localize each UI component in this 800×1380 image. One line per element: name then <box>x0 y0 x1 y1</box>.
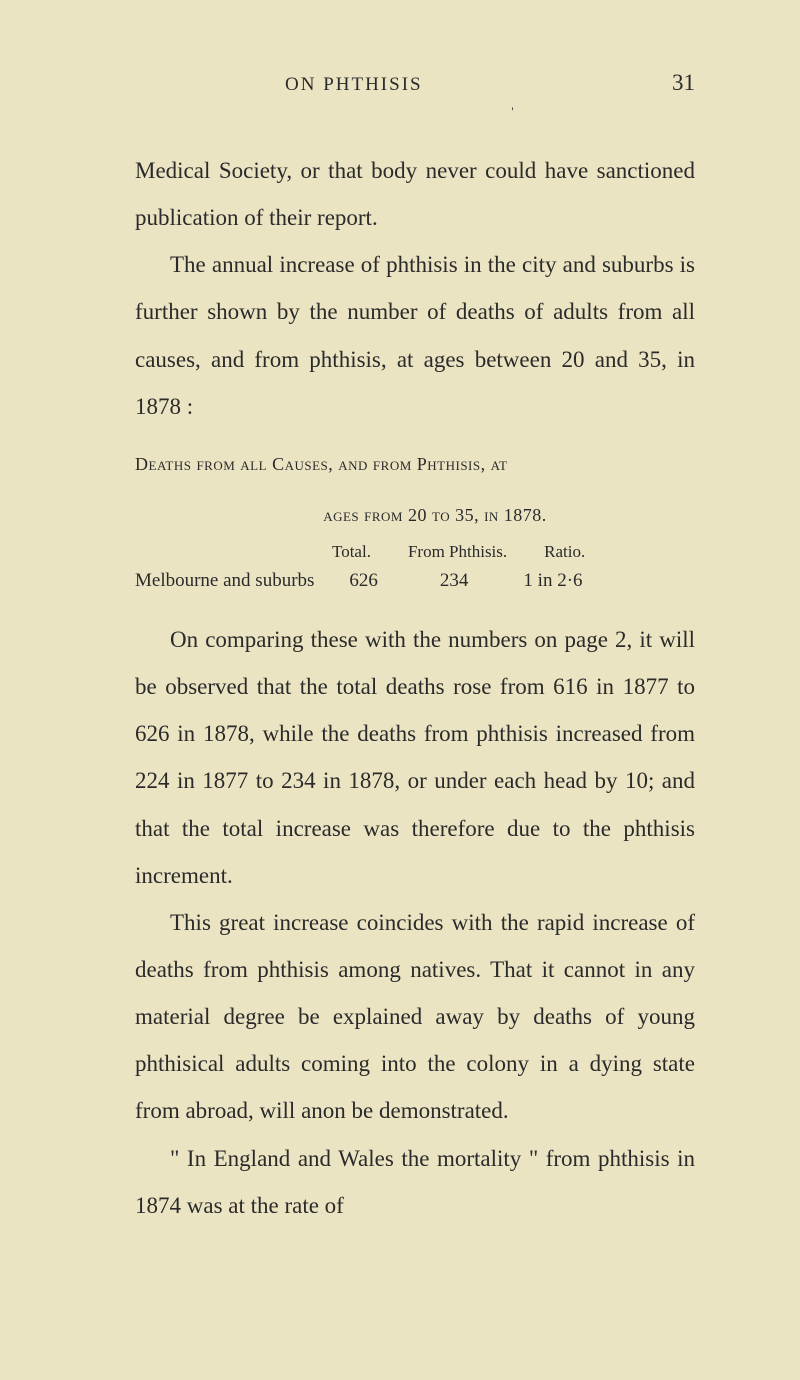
table-val-phthisis: 234 <box>440 566 469 596</box>
header-marker: ' <box>330 104 695 119</box>
table-col-phthisis: From Phthisis. <box>408 538 507 565</box>
table-header-row: Total. From Phthisis. Ratio. <box>332 538 695 565</box>
paragraph-3: On comparing these with the numbers on p… <box>135 616 695 899</box>
table-data-row: Melbourne and suburbs 626 234 1 in 2·6 <box>135 566 695 596</box>
table-heading-line2: ages from 20 to 35, in 1878. <box>135 499 695 532</box>
table-val-ratio: 1 in 2·6 <box>523 566 582 596</box>
paragraph-4: This great increase coincides with the r… <box>135 899 695 1135</box>
running-header: ON PHTHISIS <box>285 74 423 96</box>
paragraph-1: Medical Society, or that body never coul… <box>135 147 695 241</box>
paragraph-5: " In England and Wales the mortality " f… <box>135 1135 695 1229</box>
table-val-total: 626 <box>349 566 378 596</box>
page-number: 31 <box>672 70 695 96</box>
table-heading-line1: Deaths from all Causes, and from Phthisi… <box>135 448 695 481</box>
table-col-ratio: Ratio. <box>544 538 585 565</box>
table-location: Melbourne and suburbs <box>135 566 314 596</box>
table-col-total: Total. <box>332 538 371 565</box>
paragraph-2: The annual increase of phthisis in the c… <box>135 241 695 430</box>
